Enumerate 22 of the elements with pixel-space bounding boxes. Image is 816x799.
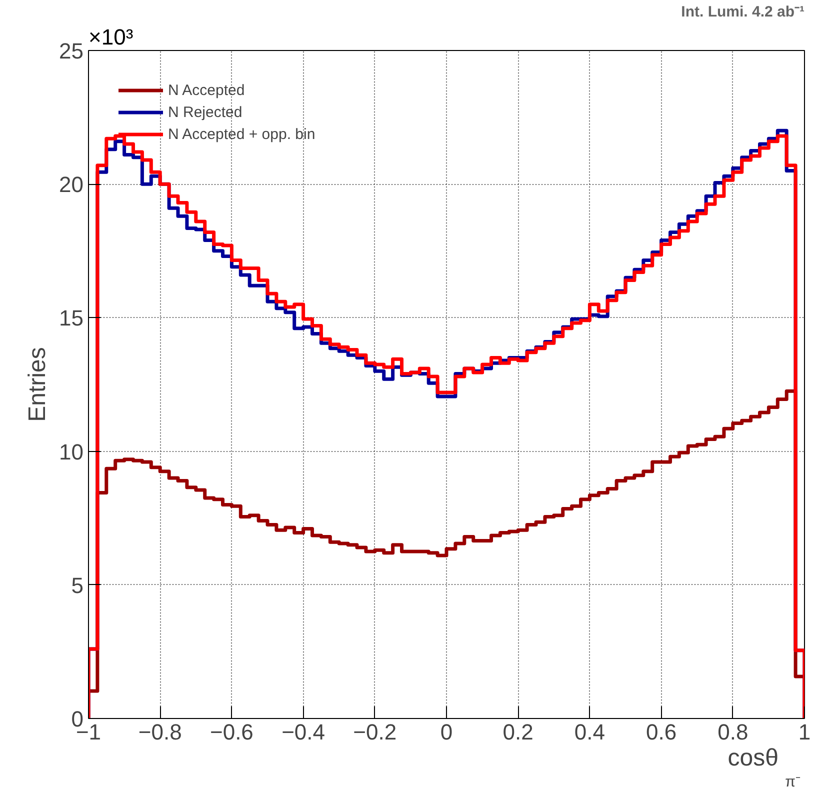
x-tick-label: −0.8 (138, 720, 182, 744)
y-tick-label: 10 (59, 439, 84, 464)
x-tick-label: −0.2 (353, 720, 397, 744)
text: ×10³ (88, 24, 134, 50)
legend-label: N Accepted + opp. bin (168, 126, 316, 142)
x-tick-label: −0.6 (210, 720, 254, 744)
y-tick-label: 15 (59, 306, 84, 331)
y-tick-label: 5 (71, 572, 84, 598)
x-tick-label: 0.2 (502, 720, 534, 744)
x-tick-label: 1 (798, 720, 811, 744)
x-tick-label: 0.6 (646, 720, 677, 744)
text: Int. Lumi. 4.2 ab⁻¹ (681, 4, 805, 20)
legend-label: N Rejected (168, 104, 242, 120)
x-tick-label: −0.4 (282, 720, 326, 744)
x-axis-title: cosθπ⁻ (728, 744, 801, 790)
y-axis-title: Entries (24, 347, 52, 422)
x-tick-label: 0.4 (574, 720, 605, 744)
x-tick-label: 0.8 (718, 720, 748, 744)
x-tick-label: 0 (440, 720, 453, 744)
legend-label: N Accepted (168, 82, 245, 98)
y-tick-label: 25 (59, 38, 84, 64)
y-tick-label: 20 (59, 172, 84, 198)
